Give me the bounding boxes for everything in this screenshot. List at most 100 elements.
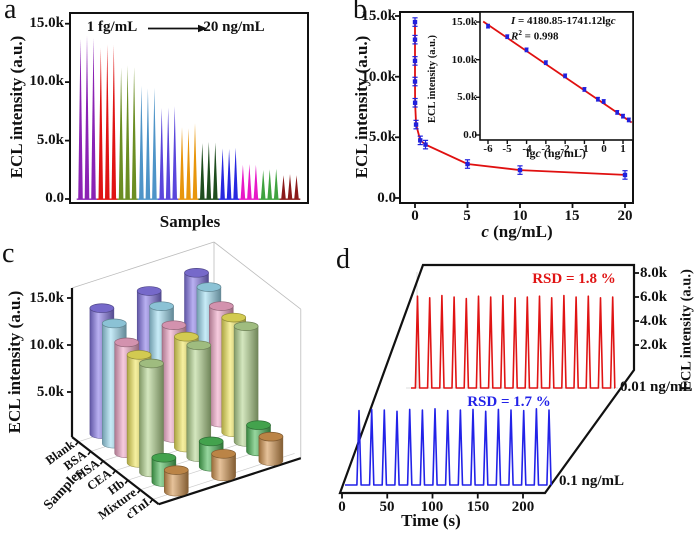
inset-xtick: -4: [522, 143, 532, 155]
data-point: [413, 122, 419, 127]
inset-xlabel-var: c: [535, 146, 541, 160]
data-point: [423, 142, 428, 147]
panel-b-xlabel-var: c: [481, 222, 489, 241]
panel-d-series-label: 0.1 ng/mL: [559, 473, 625, 489]
ecl-spike: [152, 87, 157, 200]
panel-c-letter: c: [2, 238, 15, 269]
inset-ytick: 15.0k: [451, 16, 477, 28]
cylinder-top: [221, 312, 247, 323]
panel-b-xtick: 5: [463, 208, 471, 224]
ecl-spike: [145, 88, 151, 200]
panel-a-ytick: 5.0k: [36, 132, 64, 148]
data-point: [486, 24, 490, 28]
ecl-spike: [220, 148, 225, 200]
inset-eq-c: c: [610, 15, 616, 27]
inset-eq-var: I: [511, 15, 516, 27]
cylinder-top: [258, 431, 284, 442]
data-point: [626, 118, 631, 122]
panel-c-ytick: 5.0k: [36, 384, 64, 400]
panel-a-annotation-from: 1 fg/mL: [86, 19, 138, 35]
ecl-spike: [172, 106, 177, 200]
panel-b-letter: b: [353, 0, 367, 25]
panel-d-rsd-blue: RSD = 1.7 %: [467, 394, 551, 410]
cylinder-top: [246, 420, 271, 430]
ecl-spike: [111, 44, 117, 200]
inset-xtick: -3: [541, 143, 551, 155]
cylinder-top: [233, 321, 259, 331]
data-point: [544, 60, 548, 65]
panel-b-ytick: 5.0k: [368, 129, 396, 145]
cylinder-top: [114, 337, 140, 348]
ecl-spike: [253, 164, 259, 200]
ecl-spike: [159, 108, 164, 200]
panel-d-xtick: 100: [420, 499, 444, 515]
ecl-spike: [165, 107, 171, 200]
data-point: [596, 97, 600, 102]
ecl-spike: [125, 65, 130, 200]
cylinder-bar: [258, 436, 284, 466]
ecl-spike: [281, 175, 286, 200]
panel-c-ytick: 15.0k: [29, 290, 64, 306]
panel-b-xtick: 20: [617, 208, 633, 224]
panel-b-xlabel-unit: (ng/mL): [488, 222, 553, 241]
panel-d-rsd-red: RSD = 1.8 %: [532, 271, 616, 287]
panel-a-y-axis-label: ECL intensity (a.u.): [7, 35, 27, 179]
ecl-spike: [247, 164, 252, 200]
panel-d-xtick: 150: [466, 499, 490, 515]
ecl-spike-train: [411, 294, 616, 389]
ecl-spike: [192, 123, 198, 200]
cylinder-top: [136, 286, 162, 296]
panel-d-xtick: 200: [511, 499, 535, 515]
cylinder-top: [196, 282, 222, 292]
ecl-spike: [273, 168, 279, 200]
ecl-spike: [78, 38, 83, 200]
data-point: [622, 172, 628, 178]
data-point: [412, 100, 418, 105]
panel-b-inset-geometry: [476, 11, 634, 144]
ecl-spike: [260, 170, 266, 200]
inset-xtick: -6: [483, 143, 493, 155]
inset-ytick: 5.0k: [457, 91, 477, 103]
inset-xtick: 0: [601, 143, 607, 155]
waterfall-frame: [338, 263, 636, 495]
ecl-spike: [294, 175, 299, 200]
data-point: [563, 74, 567, 78]
ecl-spike: [139, 85, 144, 200]
ecl-spike: [186, 128, 191, 200]
arrow-head-icon: [198, 24, 208, 33]
ecl-spike: [179, 127, 185, 200]
panel-d-x-axis-label: Time (s): [401, 511, 461, 530]
panel-b-xtick: 15: [564, 208, 580, 224]
inset-ytick: 0.0: [463, 129, 477, 141]
cylinder-top: [139, 358, 164, 369]
cylinder-top: [184, 268, 209, 278]
cylinder-top: [161, 320, 187, 330]
inset-xtick: -5: [502, 143, 512, 155]
ecl-spike: [84, 35, 90, 200]
inset-xlabel-prefix: lg: [526, 146, 536, 160]
inset-r2-rest: = 0.998: [521, 30, 559, 43]
inset-x-axis-label: lgc (ng/mL): [496, 146, 616, 161]
ecl-spike: [118, 67, 124, 200]
inset-eq-rest: = 4180.85-1741.12lg: [515, 15, 611, 27]
inset-y-axis-label: ECL intensity (a.u.): [426, 34, 438, 124]
data-point: [524, 48, 529, 52]
ecl-spike-train: [345, 408, 552, 486]
panel-d-ytick: 4.0k: [640, 313, 668, 329]
data-point: [465, 161, 470, 167]
inset-ytick: 10.0k: [451, 54, 477, 66]
data-point: [601, 99, 606, 104]
panel-a-ytick: 10.0k: [29, 73, 64, 89]
panel-b-xtick: 10: [512, 208, 528, 224]
ecl-spike: [226, 148, 232, 200]
data-point: [412, 58, 418, 64]
ecl-spike: [240, 164, 246, 200]
cylinder-top: [211, 449, 236, 459]
cylinder-top: [174, 331, 199, 342]
panel-b-ytick: 10.0k: [361, 69, 396, 85]
panel-d-y-axis-label: ECL intensity (a.u.): [678, 269, 695, 391]
data-point: [621, 114, 625, 118]
cylinder-top: [89, 303, 115, 313]
